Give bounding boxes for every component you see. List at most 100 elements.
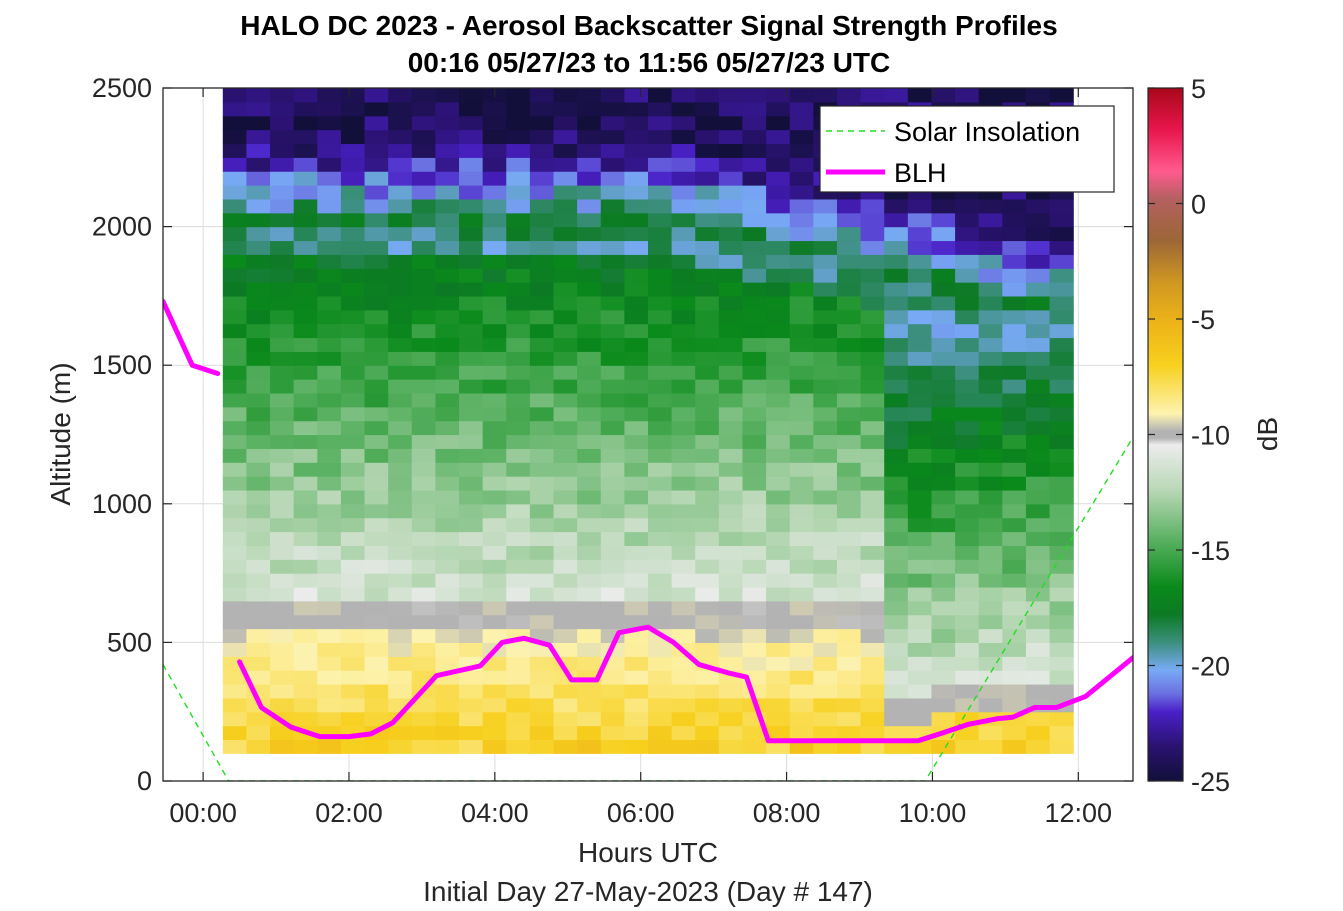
heatmap-cell <box>718 420 744 436</box>
heatmap-cell <box>270 129 295 145</box>
heatmap-cell <box>577 448 602 463</box>
heatmap-cell <box>766 628 791 643</box>
heatmap-cell <box>648 697 673 713</box>
heatmap-cell <box>789 503 814 519</box>
heatmap-cell <box>789 309 814 325</box>
heatmap-cell <box>482 309 507 325</box>
heatmap-cell <box>955 379 980 394</box>
heatmap-cell <box>222 725 248 741</box>
heatmap-cell <box>789 462 814 477</box>
heatmap-cell <box>506 171 531 186</box>
heatmap-cell <box>695 434 720 449</box>
heatmap-cell <box>1025 88 1051 103</box>
heatmap-cell <box>411 476 436 491</box>
heatmap-cell <box>671 573 696 588</box>
heatmap-cell <box>1002 88 1027 103</box>
heatmap-cell <box>978 545 1003 560</box>
heatmap-cell <box>270 573 295 588</box>
heatmap-cell <box>931 254 956 269</box>
heatmap-cell <box>270 351 295 366</box>
heatmap-cell <box>931 656 956 671</box>
heatmap-cell <box>766 171 791 186</box>
heatmap-cell <box>270 365 295 380</box>
heatmap-cell <box>1049 739 1074 754</box>
heatmap-cell <box>270 157 295 172</box>
heatmap-cell <box>955 295 980 311</box>
heatmap-cell <box>742 586 767 602</box>
heatmap-cell <box>813 434 838 449</box>
heatmap-cell <box>742 365 767 380</box>
heatmap-cell <box>600 88 625 103</box>
heatmap-cell <box>907 586 933 602</box>
heatmap-cell <box>1002 365 1027 380</box>
heatmap-cell <box>435 573 460 588</box>
heatmap-cell <box>813 614 838 630</box>
heatmap-cell <box>860 406 885 422</box>
heatmap-cell <box>1049 406 1074 422</box>
heatmap-cell <box>388 573 413 588</box>
heatmap-cell <box>931 309 956 325</box>
heatmap-cell <box>860 462 885 477</box>
heatmap-cell <box>695 531 720 546</box>
heatmap-cell <box>411 198 436 214</box>
y-tick-label: 500 <box>107 627 152 657</box>
heatmap-cell <box>246 129 271 145</box>
heatmap-cell <box>411 531 436 546</box>
heatmap-cell <box>1025 268 1051 283</box>
heatmap-cell <box>293 600 318 616</box>
heatmap-cell <box>1002 240 1027 255</box>
heatmap-cell <box>1002 559 1027 574</box>
heatmap-cell <box>459 573 484 588</box>
heatmap-cell <box>695 586 720 602</box>
heatmap-cell <box>718 642 744 657</box>
heatmap-cell <box>364 129 389 145</box>
heatmap-cell <box>317 503 342 519</box>
heatmap-cell <box>577 517 602 533</box>
heatmap-cell <box>411 697 436 713</box>
heatmap-cell <box>293 185 318 200</box>
heatmap-cell <box>482 697 507 713</box>
heatmap-cell <box>836 240 862 255</box>
heatmap-cell <box>246 323 271 339</box>
heatmap-cell <box>624 614 649 630</box>
heatmap-cell <box>1049 600 1074 616</box>
heatmap-cell <box>388 171 413 186</box>
heatmap-cell <box>482 198 507 214</box>
heatmap-cell <box>459 489 484 505</box>
heatmap-cell <box>506 309 531 325</box>
heatmap-cell <box>364 642 389 657</box>
heatmap-cell <box>293 697 318 713</box>
heatmap-cell <box>671 129 696 145</box>
heatmap-cell <box>293 614 318 630</box>
heatmap-cell <box>836 642 862 657</box>
heatmap-cell <box>1002 697 1027 713</box>
heatmap-cell <box>624 573 649 588</box>
heatmap-cell <box>742 198 767 214</box>
heatmap-cell <box>813 670 838 685</box>
heatmap-cell <box>506 531 531 546</box>
heatmap-cell <box>978 517 1003 533</box>
heatmap-cell <box>482 212 507 228</box>
heatmap-cell <box>459 476 484 491</box>
heatmap-cell <box>978 365 1003 380</box>
heatmap-cell <box>718 656 744 671</box>
heatmap-cell <box>364 739 389 754</box>
heatmap-cell <box>671 240 696 255</box>
heatmap-cell <box>742 406 767 422</box>
heatmap-cell <box>388 212 413 228</box>
heatmap-cell <box>766 697 791 713</box>
heatmap-cell <box>907 309 933 325</box>
heatmap-cell <box>624 101 649 117</box>
heatmap-cell <box>1049 517 1074 533</box>
heatmap-cell <box>624 129 649 145</box>
heatmap-cell <box>836 628 862 643</box>
heatmap-cell <box>648 406 673 422</box>
axes: 00:00 02:00 04:00 06:00 08:00 10:00 12:0005001… <box>92 73 1133 828</box>
heatmap-cell <box>648 240 673 255</box>
heatmap-cell <box>222 531 248 546</box>
heatmap-cell <box>624 365 649 380</box>
heatmap-cell <box>860 600 885 616</box>
heatmap-cell <box>978 392 1003 408</box>
heatmap-cell <box>860 365 885 380</box>
heatmap-cell <box>529 656 555 671</box>
